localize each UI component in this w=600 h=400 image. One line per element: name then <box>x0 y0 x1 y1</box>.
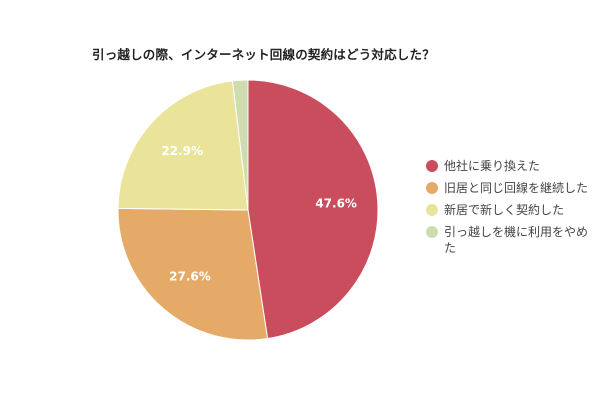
slice-label: 47.6% <box>315 196 357 210</box>
legend-label: 引っ越しを機に利用をやめた <box>444 225 589 255</box>
legend: 他社に乗り換えた 旧居と同じ回線を継続した 新居で新しく契約した 引っ越しを機に… <box>426 158 600 262</box>
legend-item[interactable]: 他社に乗り換えた <box>426 158 600 174</box>
legend-item[interactable]: 引っ越しを機に利用をやめた <box>426 224 600 256</box>
legend-swatch-icon <box>426 226 438 238</box>
legend-label: 他社に乗り換えた <box>444 159 541 173</box>
legend-label: 旧居と同じ回線を継続した <box>444 181 589 195</box>
slice-label: 22.9% <box>161 144 203 158</box>
chart-title: 引っ越しの際、インターネット回線の契約はどう対応した？ <box>92 47 435 62</box>
legend-label: 新居で新しく契約した <box>444 203 565 217</box>
legend-swatch-icon <box>426 204 438 216</box>
pie-slice[interactable] <box>117 207 269 341</box>
slice-label: 27.6% <box>169 270 211 284</box>
pie-slice[interactable] <box>247 79 379 340</box>
pie-slice[interactable] <box>117 80 249 211</box>
legend-swatch-icon <box>426 160 438 172</box>
legend-swatch-icon <box>426 182 438 194</box>
legend-item[interactable]: 新居で新しく契約した <box>426 202 600 218</box>
pie-slice[interactable] <box>231 79 249 211</box>
legend-item[interactable]: 旧居と同じ回線を継続した <box>426 180 600 196</box>
